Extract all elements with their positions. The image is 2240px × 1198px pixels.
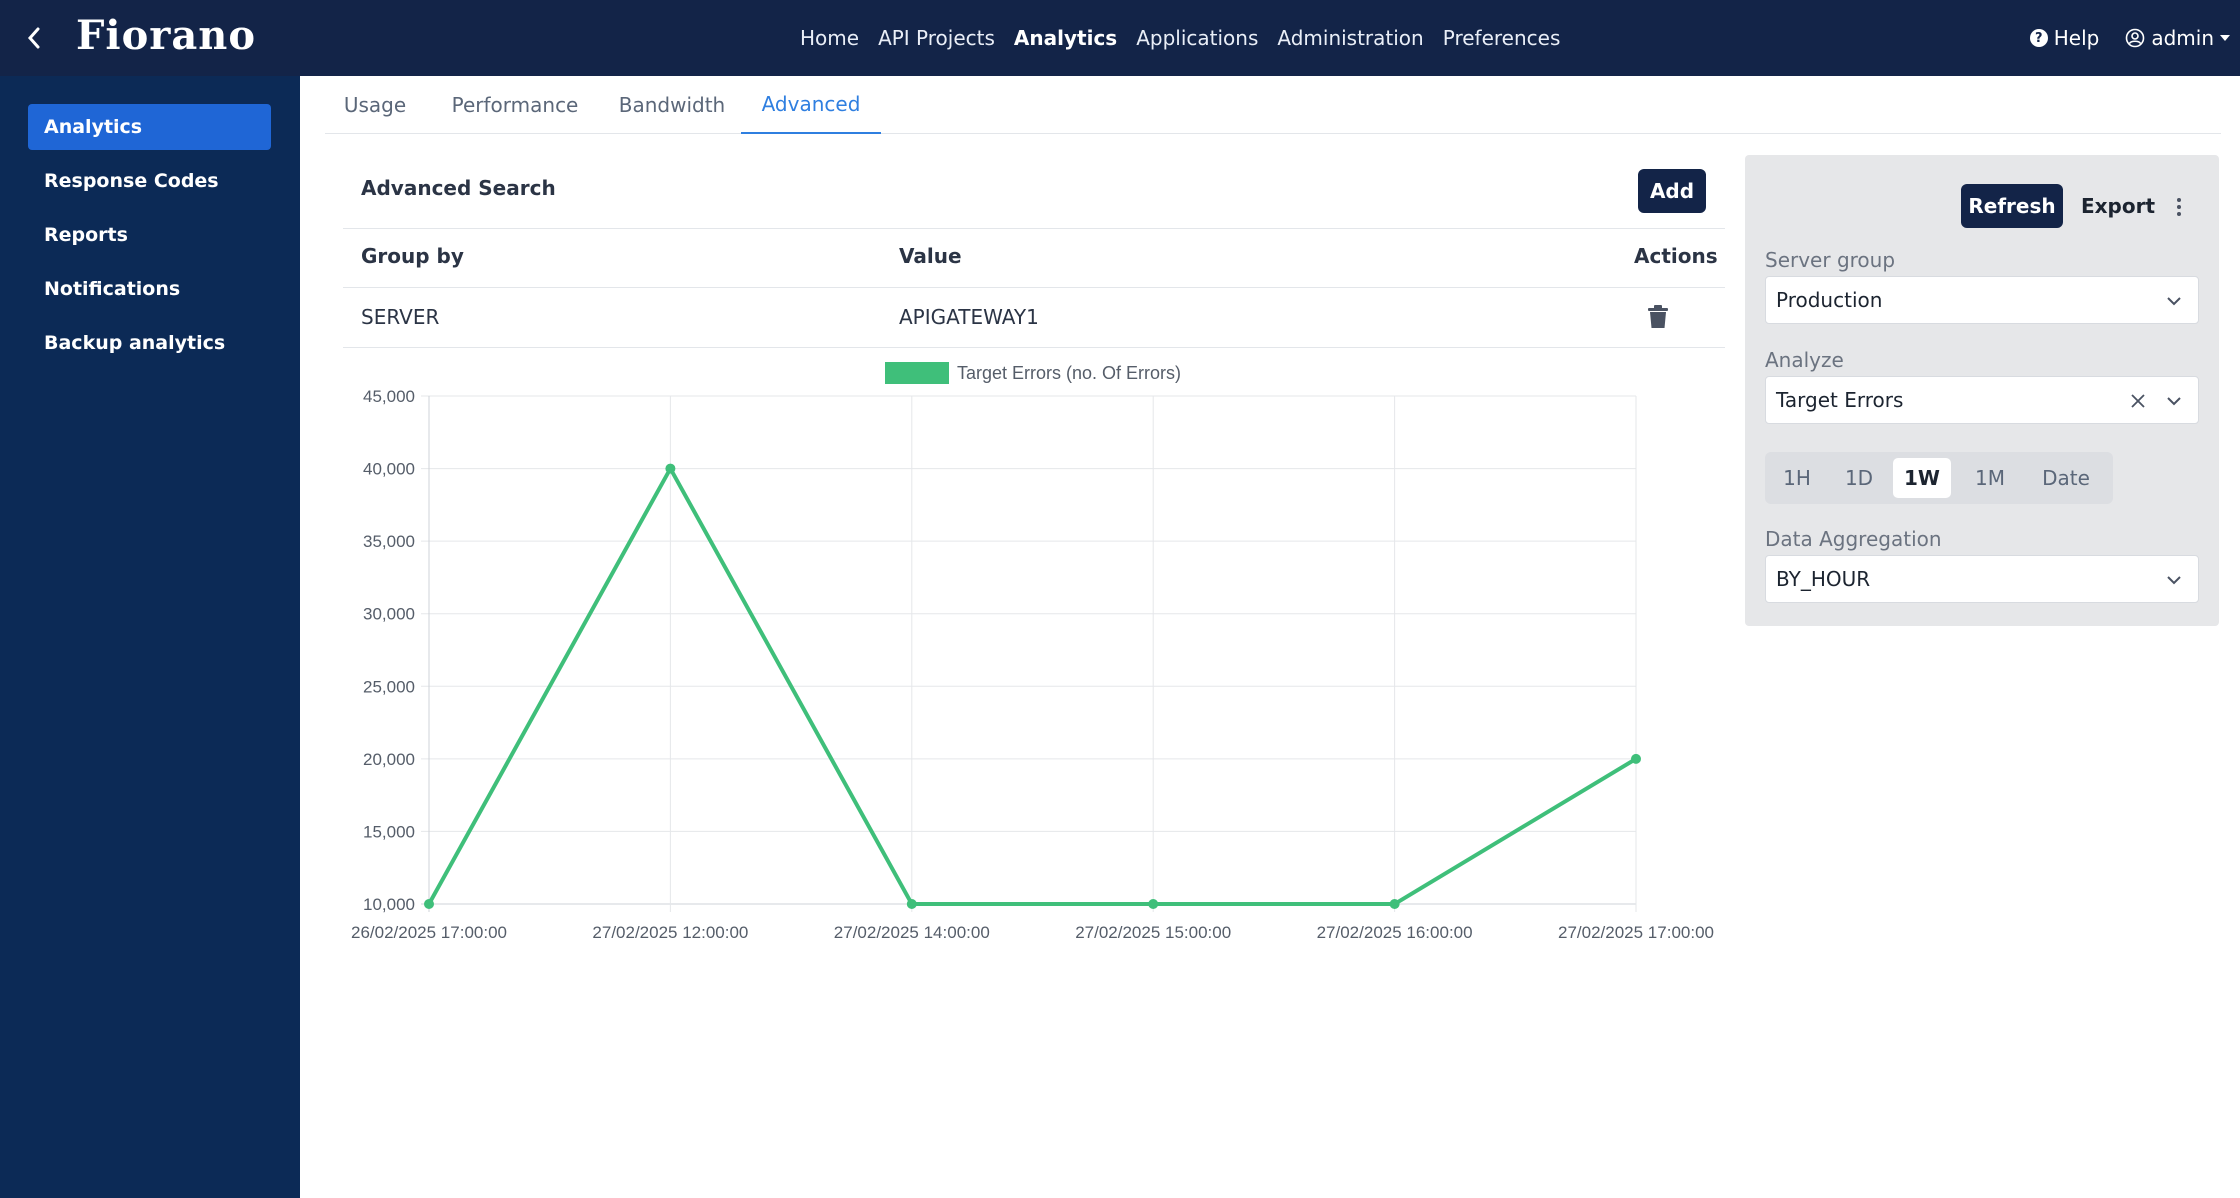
sidebar-item-analytics[interactable]: Analytics [28,104,271,150]
column-header-group-by: Group by [361,244,464,268]
data-point [906,899,917,909]
chevron-down-icon [2167,297,2181,306]
nav-preferences[interactable]: Preferences [1442,26,1561,50]
range-1d[interactable]: 1D [1844,466,1874,490]
chevron-down-icon [2167,397,2181,406]
x-tick-label: 27/02/2025 12:00:00 [592,923,748,942]
data-point [1631,753,1641,764]
sidebar-item-backup-analytics[interactable]: Backup analytics [44,332,226,354]
data-point [1148,899,1159,909]
divider [343,228,1725,229]
x-tick-label: 27/02/2025 14:00:00 [834,923,990,942]
tab-usage[interactable]: Usage [343,93,407,117]
chevron-down-icon [2167,576,2181,585]
range-1h[interactable]: 1H [1783,466,1811,490]
help-link[interactable]: ? Help [2029,26,2100,50]
y-tick-label: 30,000 [363,605,415,624]
sidebar-item-notifications[interactable]: Notifications [44,278,181,300]
advanced-search-title: Advanced Search [361,176,556,200]
range-1w[interactable]: 1W [1893,458,1951,498]
back-button[interactable] [14,18,54,58]
column-header-value: Value [899,244,962,268]
nav-home[interactable]: Home [800,26,860,50]
tab-bandwidth[interactable]: Bandwidth [618,93,726,117]
analyze-label: Analyze [1765,348,1844,372]
x-tick-label: 27/02/2025 15:00:00 [1075,923,1231,942]
x-tick-label: 27/02/2025 16:00:00 [1317,923,1473,942]
cell-group-by: SERVER [361,305,440,329]
nav-applications[interactable]: Applications [1136,26,1259,50]
tab-advanced[interactable]: Advanced [741,76,881,134]
series-line [427,464,1638,906]
nav-api-projects[interactable]: API Projects [878,26,995,50]
x-tick-label: 26/02/2025 17:00:00 [351,923,507,942]
sidebar-item-reports[interactable]: Reports [44,224,128,246]
chevron-left-icon [27,27,40,49]
data-point [665,463,676,474]
tab-performance[interactable]: Performance [451,93,579,117]
add-button[interactable]: Add [1638,169,1706,213]
user-label: admin [2151,26,2214,50]
y-tick-label: 25,000 [363,677,415,696]
data-aggregation-value: BY_HOUR [1776,567,1871,591]
nav-administration[interactable]: Administration [1277,26,1424,50]
export-button[interactable]: Export [2080,194,2156,218]
y-tick-label: 15,000 [363,822,415,841]
caret-down-icon [2220,35,2230,41]
server-group-label: Server group [1765,248,1896,272]
sidebar: Analytics Response Codes Reports Notific… [0,76,300,1198]
data-aggregation-select[interactable]: BY_HOUR [1765,555,2199,603]
clear-icon[interactable] [2128,391,2148,411]
y-tick-label: 10,000 [363,895,415,914]
range-date[interactable]: Date [2042,466,2090,490]
sidebar-item-response-codes[interactable]: Response Codes [44,170,219,192]
data-point [424,899,434,909]
trash-icon[interactable] [1647,305,1669,329]
divider [343,347,1725,348]
main-nav: Home API Projects Analytics Applications… [800,0,1560,76]
range-1m[interactable]: 1M [1975,466,2005,490]
y-tick-label: 45,000 [363,387,415,406]
y-tick-label: 20,000 [363,750,415,769]
app-logo[interactable]: Fiorano [76,12,257,59]
analytics-tabs: Usage Performance Bandwidth Advanced [325,76,2221,134]
divider [343,287,1725,288]
y-tick-label: 35,000 [363,532,415,551]
more-options-icon[interactable] [2169,193,2189,221]
time-range-toggle: 1H 1D 1W 1M Date [1765,452,2113,504]
analyze-value: Target Errors [1776,388,1904,412]
help-icon: ? [2029,29,2048,47]
x-tick-label: 27/02/2025 17:00:00 [1558,923,1714,942]
nav-analytics[interactable]: Analytics [1013,26,1118,50]
target-errors-chart: 45,000 40,000 35,000 30,000 25,000 20,000 15,0… [351,362,1714,942]
top-right-menu: ? Help admin [2029,0,2230,76]
help-label: Help [2053,26,2100,50]
legend-label: Target Errors (no. Of Errors) [957,363,1181,383]
data-point [1389,899,1400,909]
server-group-value: Production [1776,288,1883,312]
cell-value: APIGATEWAY1 [899,305,1039,329]
data-aggregation-label: Data Aggregation [1765,527,1942,551]
column-header-actions: Actions [1634,244,1718,268]
refresh-button[interactable]: Refresh [1961,184,2063,228]
filter-panel: Refresh Export Server group Production A… [1745,155,2219,626]
analyze-select[interactable]: Target Errors [1765,376,2199,424]
user-menu[interactable]: admin [2125,26,2230,50]
y-tick-label: 40,000 [363,460,415,479]
top-bar: Fiorano Home API Projects Analytics Appl… [0,0,2240,76]
legend-swatch [885,362,949,384]
user-icon [2126,28,2145,48]
server-group-select[interactable]: Production [1765,276,2199,324]
